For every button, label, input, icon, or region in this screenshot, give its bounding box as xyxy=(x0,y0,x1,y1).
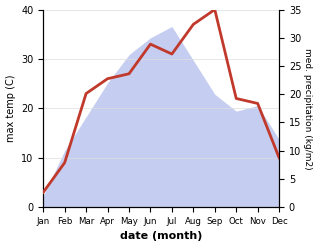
Y-axis label: med. precipitation (kg/m2): med. precipitation (kg/m2) xyxy=(303,48,313,169)
X-axis label: date (month): date (month) xyxy=(120,231,202,242)
Y-axis label: max temp (C): max temp (C) xyxy=(5,75,16,142)
